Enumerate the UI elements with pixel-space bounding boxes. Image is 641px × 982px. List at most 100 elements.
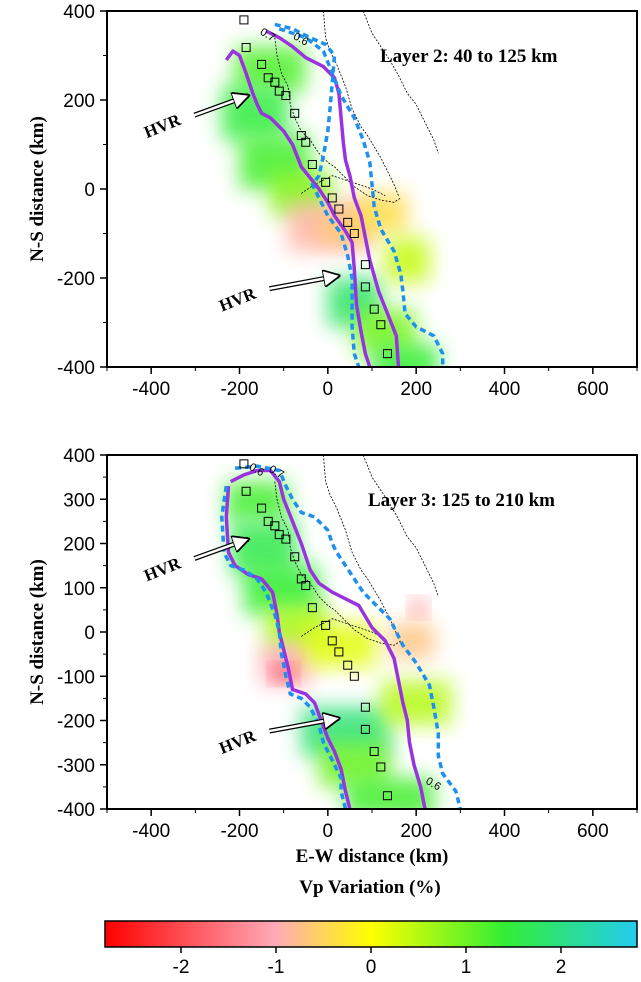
panel-1-title: Layer 2: 40 to 125 km bbox=[380, 46, 558, 67]
anomaly-cell bbox=[226, 481, 289, 522]
colorbar: Vp Variation (%) -2 -1 0 1 2 bbox=[104, 877, 638, 978]
station-marker bbox=[239, 15, 249, 25]
y-tick-label: -300 bbox=[57, 756, 95, 777]
station-marker bbox=[321, 177, 331, 187]
anomaly-cell bbox=[389, 623, 434, 659]
contour-0-6 bbox=[220, 485, 348, 809]
hvr-label: HVR bbox=[141, 553, 184, 585]
hvr-arrow-inner bbox=[269, 276, 339, 290]
contour-0-7 bbox=[224, 485, 352, 809]
station-marker bbox=[349, 229, 359, 238]
colorbar-ticks: -2 -1 0 1 2 bbox=[173, 947, 567, 978]
x-tick-label: 600 bbox=[577, 821, 609, 842]
station-marker bbox=[270, 521, 280, 531]
contour-0-6 bbox=[274, 22, 361, 367]
panel-1-stations bbox=[239, 15, 392, 359]
colorbar-tick-label: -1 bbox=[268, 957, 285, 978]
panel-2-xlabel: E-W distance (km) bbox=[296, 846, 449, 867]
contour-0-7 bbox=[224, 49, 372, 367]
contour-0-6 bbox=[234, 464, 462, 809]
station-marker bbox=[382, 349, 392, 359]
anomaly-cell bbox=[385, 237, 430, 283]
coastline bbox=[362, 11, 439, 154]
anomaly-cell bbox=[372, 344, 439, 367]
station-marker bbox=[290, 108, 300, 118]
colorbar-tick-label: 0 bbox=[366, 957, 377, 978]
station-marker bbox=[343, 217, 353, 227]
hvr-arrow-inner bbox=[193, 96, 248, 117]
y-tick-label: 400 bbox=[63, 2, 95, 23]
hvr-arrow-inner bbox=[269, 718, 339, 733]
y-tick-label: -200 bbox=[57, 269, 95, 290]
station-marker bbox=[327, 636, 337, 646]
y-tick-label: 400 bbox=[63, 446, 95, 467]
station-marker bbox=[327, 193, 337, 203]
station-marker bbox=[360, 282, 370, 292]
colorbar-tick-label: 2 bbox=[556, 957, 567, 978]
panel-2-contours: 0.6 0.70.6 bbox=[220, 461, 462, 809]
x-tick-label: 400 bbox=[489, 379, 521, 400]
coastline bbox=[323, 11, 399, 196]
station-marker bbox=[369, 304, 379, 314]
station-marker bbox=[349, 671, 359, 681]
station-marker bbox=[360, 260, 370, 270]
y-tick-label: 0 bbox=[84, 623, 95, 644]
hvr-arrow-inner bbox=[193, 539, 248, 560]
station-marker bbox=[241, 486, 251, 496]
station-marker bbox=[343, 660, 353, 670]
x-tick-label: -200 bbox=[220, 821, 258, 842]
panel-2-ticks: -400 -200 0 200 400 600 -400 -300 -200 -100 0 100 20… bbox=[57, 446, 638, 842]
panel-layer-2: 0.7 0.6 HVR HVR -400 -200 0 200 400 600 -400 -200… bbox=[27, 2, 638, 400]
coastline bbox=[301, 618, 386, 639]
colorbar-gradient bbox=[104, 920, 638, 948]
station-marker bbox=[360, 702, 370, 712]
coastline bbox=[301, 175, 386, 197]
contour-label: 0.7 bbox=[258, 26, 277, 44]
station-marker bbox=[334, 204, 344, 214]
panel-2-stations bbox=[239, 459, 392, 801]
station-marker bbox=[301, 137, 311, 147]
station-marker bbox=[307, 160, 317, 170]
panel-2-coastline bbox=[274, 455, 439, 646]
x-tick-label: -400 bbox=[132, 379, 170, 400]
station-marker bbox=[360, 724, 370, 734]
station-marker bbox=[369, 746, 379, 756]
contour-0-7 bbox=[265, 29, 401, 367]
y-tick-label: 0 bbox=[84, 180, 95, 201]
station-marker bbox=[376, 762, 386, 772]
coastline bbox=[362, 455, 439, 597]
colorbar-tick-label: -2 bbox=[173, 957, 190, 978]
y-tick-label: 300 bbox=[63, 490, 95, 511]
y-tick-label: 200 bbox=[63, 91, 95, 112]
contour-label: 0.6 bbox=[247, 461, 266, 479]
station-marker bbox=[301, 581, 311, 591]
anomaly-cell bbox=[305, 623, 377, 668]
y-tick-label: 200 bbox=[63, 535, 95, 556]
colorbar-tick-label: 1 bbox=[461, 957, 472, 978]
contour-0-7 bbox=[229, 468, 427, 809]
x-tick-label: 200 bbox=[400, 379, 432, 400]
station-marker bbox=[270, 77, 280, 87]
anomaly-cell bbox=[411, 601, 425, 615]
station-marker bbox=[281, 91, 291, 101]
panel-1-contours: 0.7 0.6 bbox=[224, 22, 445, 367]
y-tick-label: -400 bbox=[57, 800, 95, 821]
x-tick-label: 0 bbox=[323, 821, 334, 842]
station-marker bbox=[321, 620, 331, 630]
contour-0-6 bbox=[278, 27, 445, 367]
panel-2-title: Layer 3: 125 to 210 km bbox=[368, 490, 555, 511]
x-tick-label: -200 bbox=[220, 379, 258, 400]
x-tick-label: 0 bbox=[323, 379, 334, 400]
panel-2-ylabel: N-S distance (km) bbox=[27, 559, 48, 705]
colorbar-title: Vp Variation (%) bbox=[299, 877, 440, 898]
station-marker bbox=[382, 791, 392, 801]
station-marker bbox=[307, 603, 317, 613]
panel-1-ylabel: N-S distance (km) bbox=[27, 116, 48, 262]
panel-2-heatmap bbox=[226, 481, 452, 809]
coastline bbox=[274, 481, 401, 646]
station-marker bbox=[290, 552, 300, 562]
station-marker bbox=[241, 42, 251, 52]
station-marker bbox=[334, 647, 344, 657]
